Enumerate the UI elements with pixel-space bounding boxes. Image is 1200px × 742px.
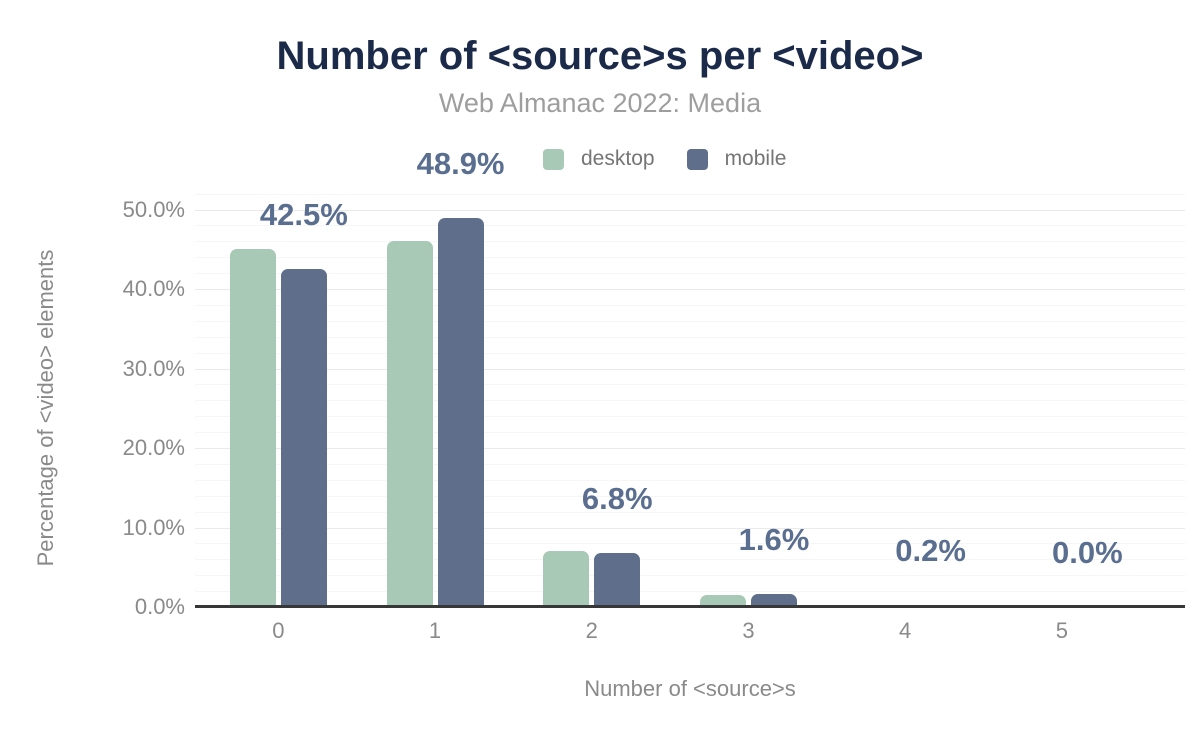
data-label: 1.6% (738, 522, 810, 558)
y-tick-label: 40.0% (122, 276, 185, 301)
data-label: 0.2% (895, 533, 966, 569)
minor-gridline (195, 463, 1185, 465)
major-gridline (195, 209, 1185, 211)
minor-gridline (195, 257, 1185, 259)
minor-gridline (195, 384, 1185, 386)
y-tick-label: 0.0% (134, 594, 185, 619)
bar-mobile-0 (280, 269, 327, 607)
x-tick-label: 2 (585, 618, 598, 643)
minor-gridline (195, 241, 1185, 243)
data-label: 0.0% (1052, 535, 1123, 570)
y-tick-label: 50.0% (122, 196, 185, 222)
chart-subtitle: Web Almanac 2022: Media (438, 88, 762, 118)
x-tick-label: 1 (428, 618, 442, 643)
major-gridline (195, 527, 1185, 529)
y-tick-label: 30.0% (122, 355, 185, 381)
legend-swatch-desktop (543, 148, 564, 170)
minor-gridline (195, 320, 1185, 322)
y-tick-label: 10.0% (122, 514, 185, 540)
minor-gridline (195, 416, 1185, 418)
x-tick-label: 0 (272, 618, 285, 643)
x-tick-label: 4 (899, 618, 912, 643)
minor-gridline (195, 273, 1185, 275)
bar-desktop-0 (229, 249, 276, 607)
minor-gridline (195, 543, 1185, 545)
x-axis-title: Number of <source>s (584, 676, 796, 701)
legend-item-mobile: mobile (686, 147, 787, 171)
data-label: 42.5% (259, 197, 348, 233)
major-gridline (195, 448, 1185, 449)
minor-gridline (195, 400, 1185, 402)
x-tick-label: 5 (1055, 618, 1068, 643)
minor-gridline (195, 591, 1185, 593)
chart-legend: desktop mobile (543, 147, 786, 171)
minor-gridline (195, 225, 1185, 227)
minor-gridline (195, 336, 1185, 338)
minor-gridline (195, 193, 1185, 195)
legend-label-mobile: mobile (724, 147, 787, 170)
y-axis-title: Percentage of <video> elements (33, 249, 58, 567)
minor-gridline (195, 432, 1185, 434)
major-gridline (195, 368, 1185, 370)
minor-gridline (195, 304, 1185, 306)
x-axis-baseline (195, 605, 1185, 608)
bar-desktop-1 (386, 241, 433, 607)
chart-title: Number of <source>s per <video> (276, 34, 924, 78)
x-tick-label: 3 (742, 618, 755, 643)
legend-swatch-mobile (686, 148, 708, 170)
minor-gridline (195, 352, 1185, 354)
bar-mobile-3 (750, 594, 797, 607)
y-tick-label: 20.0% (122, 435, 185, 460)
bar-desktop-2 (543, 551, 590, 607)
minor-gridline (195, 559, 1185, 561)
minor-gridline (195, 575, 1185, 577)
data-label: 48.9% (416, 146, 505, 182)
bar-desktop-3 (699, 595, 746, 607)
major-gridline (195, 289, 1185, 290)
legend-item-desktop: desktop (543, 147, 655, 171)
legend-label-desktop: desktop (581, 147, 655, 170)
minor-gridline (195, 511, 1185, 513)
data-label: 6.8% (581, 480, 653, 516)
bar-mobile-1 (437, 218, 484, 607)
minor-gridline (195, 479, 1185, 481)
bar-mobile-2 (594, 552, 641, 607)
minor-gridline (195, 495, 1185, 497)
